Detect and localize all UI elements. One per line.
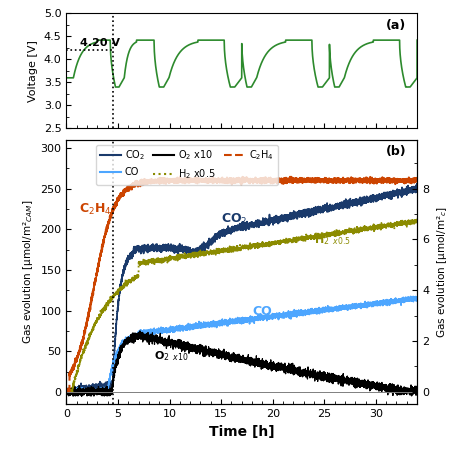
Text: (a): (a) — [386, 19, 407, 32]
Y-axis label: Voltage [V]: Voltage [V] — [28, 40, 38, 102]
Legend: CO$_2$, CO, O$_2$ x10, H$_2$ x0.5, C$_2$H$_4$: CO$_2$, CO, O$_2$ x10, H$_2$ x0.5, C$_2$… — [96, 145, 278, 185]
Text: 4.20 V: 4.20 V — [81, 38, 120, 48]
Text: CO: CO — [252, 304, 272, 317]
Text: O$_2$ $_{x10}$: O$_2$ $_{x10}$ — [154, 349, 189, 363]
Text: CO$_2$: CO$_2$ — [221, 212, 247, 227]
Text: C$_2$H$_4$: C$_2$H$_4$ — [79, 202, 111, 217]
Y-axis label: Gas evolution [μmol/m²$_c$]: Gas evolution [μmol/m²$_c$] — [435, 206, 449, 338]
Y-axis label: Gas evolution [μmol/m²$_{CAM}$]: Gas evolution [μmol/m²$_{CAM}$] — [21, 200, 35, 344]
Text: (b): (b) — [386, 145, 407, 158]
Text: H$_{2}$ $_{x0.5}$: H$_{2}$ $_{x0.5}$ — [314, 233, 351, 247]
X-axis label: Time [h]: Time [h] — [209, 424, 274, 439]
